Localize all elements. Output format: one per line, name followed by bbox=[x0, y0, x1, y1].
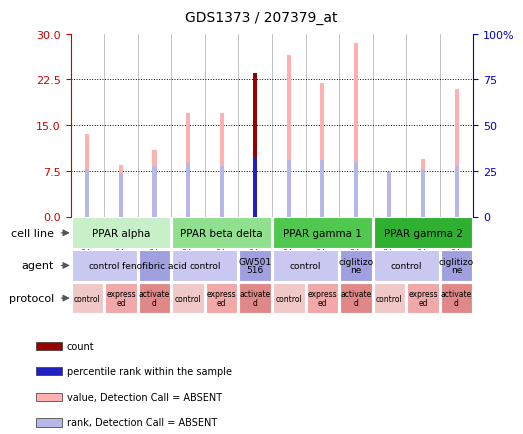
Bar bbox=[72, 283, 103, 314]
Bar bbox=[186, 164, 190, 217]
Bar bbox=[186, 114, 190, 217]
Text: control: control bbox=[276, 294, 302, 303]
Bar bbox=[354, 163, 358, 217]
Bar bbox=[85, 135, 89, 217]
Text: percentile rank within the sample: percentile rank within the sample bbox=[67, 367, 232, 377]
Text: express
ed: express ed bbox=[408, 290, 438, 307]
Bar bbox=[253, 74, 257, 217]
Text: ciglitizo
ne: ciglitizo ne bbox=[338, 257, 373, 274]
Text: activate
d: activate d bbox=[139, 290, 170, 307]
Bar bbox=[421, 170, 425, 217]
Bar bbox=[287, 56, 291, 217]
Bar bbox=[354, 44, 358, 217]
Bar bbox=[388, 173, 391, 217]
Text: PPAR beta delta: PPAR beta delta bbox=[180, 228, 263, 238]
Text: GDS1373 / 207379_at: GDS1373 / 207379_at bbox=[185, 11, 338, 25]
Text: control: control bbox=[376, 294, 403, 303]
Text: control: control bbox=[290, 261, 321, 270]
Bar bbox=[273, 283, 304, 314]
Bar bbox=[441, 250, 472, 281]
Text: GW501
516: GW501 516 bbox=[238, 257, 272, 274]
Text: activate
d: activate d bbox=[240, 290, 271, 307]
Bar bbox=[388, 178, 391, 217]
Bar bbox=[320, 83, 324, 217]
Bar bbox=[253, 158, 257, 217]
Text: PPAR alpha: PPAR alpha bbox=[92, 228, 150, 238]
Bar bbox=[240, 250, 271, 281]
Bar bbox=[72, 250, 137, 281]
Text: fenofibric acid: fenofibric acid bbox=[122, 261, 187, 270]
Text: ciglitizo
ne: ciglitizo ne bbox=[439, 257, 474, 274]
Bar bbox=[373, 283, 405, 314]
Text: cell line: cell line bbox=[11, 228, 54, 238]
Bar bbox=[340, 283, 372, 314]
Text: PPAR gamma 2: PPAR gamma 2 bbox=[383, 228, 462, 238]
Text: control: control bbox=[88, 261, 120, 270]
Text: rank, Detection Call = ABSENT: rank, Detection Call = ABSENT bbox=[67, 418, 217, 427]
Bar bbox=[320, 161, 324, 217]
Bar bbox=[36, 418, 62, 427]
Bar bbox=[373, 250, 439, 281]
Bar bbox=[421, 159, 425, 217]
Text: count: count bbox=[67, 341, 95, 351]
Bar bbox=[220, 167, 224, 217]
Bar bbox=[172, 250, 237, 281]
Bar bbox=[105, 283, 137, 314]
Bar bbox=[373, 218, 472, 249]
Bar bbox=[172, 283, 204, 314]
Bar bbox=[72, 218, 170, 249]
Bar bbox=[287, 161, 291, 217]
Bar bbox=[36, 393, 62, 401]
Text: activate
d: activate d bbox=[441, 290, 472, 307]
Bar bbox=[36, 342, 62, 350]
Bar bbox=[273, 218, 372, 249]
Text: control: control bbox=[391, 261, 422, 270]
Text: control: control bbox=[189, 261, 221, 270]
Text: express
ed: express ed bbox=[106, 290, 136, 307]
Bar bbox=[206, 283, 237, 314]
Bar bbox=[153, 167, 156, 217]
Text: control: control bbox=[74, 294, 101, 303]
Bar bbox=[172, 218, 271, 249]
Bar bbox=[441, 283, 472, 314]
Bar bbox=[139, 250, 170, 281]
Text: PPAR gamma 1: PPAR gamma 1 bbox=[283, 228, 362, 238]
Bar bbox=[119, 173, 123, 217]
Text: express
ed: express ed bbox=[207, 290, 236, 307]
Bar bbox=[306, 283, 338, 314]
Text: express
ed: express ed bbox=[308, 290, 337, 307]
Bar bbox=[220, 114, 224, 217]
Bar bbox=[36, 368, 62, 375]
Bar bbox=[119, 165, 123, 217]
Bar bbox=[153, 150, 156, 217]
Text: value, Detection Call = ABSENT: value, Detection Call = ABSENT bbox=[67, 392, 222, 402]
Bar bbox=[273, 250, 338, 281]
Bar bbox=[454, 167, 459, 217]
Text: activate
d: activate d bbox=[340, 290, 371, 307]
Text: protocol: protocol bbox=[8, 293, 54, 303]
Bar bbox=[85, 170, 89, 217]
Bar bbox=[454, 89, 459, 217]
Bar bbox=[340, 250, 372, 281]
Text: agent: agent bbox=[21, 261, 54, 271]
Bar bbox=[240, 283, 271, 314]
Bar bbox=[139, 283, 170, 314]
Bar bbox=[407, 283, 439, 314]
Text: control: control bbox=[175, 294, 201, 303]
